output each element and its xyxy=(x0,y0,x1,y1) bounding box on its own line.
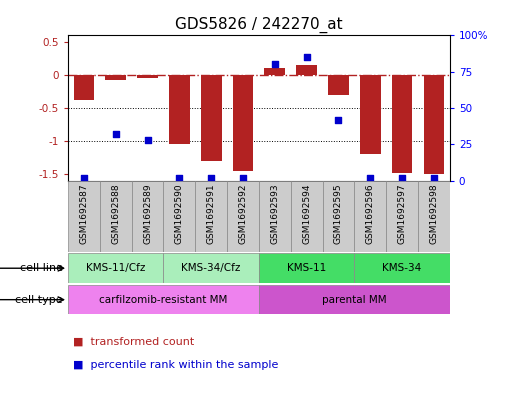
Bar xyxy=(163,181,195,252)
Text: KMS-11: KMS-11 xyxy=(287,263,326,273)
Bar xyxy=(163,253,259,283)
Bar xyxy=(100,181,132,252)
Text: carfilzomib-resistant MM: carfilzomib-resistant MM xyxy=(99,295,228,305)
Bar xyxy=(259,253,355,283)
Text: GSM1692594: GSM1692594 xyxy=(302,184,311,244)
Point xyxy=(239,175,247,181)
Text: GSM1692588: GSM1692588 xyxy=(111,184,120,244)
Bar xyxy=(386,181,418,252)
Bar xyxy=(291,181,323,252)
Point xyxy=(270,61,279,68)
Bar xyxy=(328,75,349,95)
Point xyxy=(79,175,88,181)
Bar xyxy=(259,181,291,252)
Point xyxy=(430,175,438,181)
Text: GSM1692598: GSM1692598 xyxy=(429,184,438,244)
Bar xyxy=(265,68,285,75)
Bar xyxy=(360,75,381,154)
Point xyxy=(111,131,120,138)
Text: parental MM: parental MM xyxy=(322,295,386,305)
Text: KMS-11/Cfz: KMS-11/Cfz xyxy=(86,263,145,273)
Point xyxy=(398,175,406,181)
Text: KMS-34/Cfz: KMS-34/Cfz xyxy=(181,263,241,273)
Text: cell type: cell type xyxy=(15,295,63,305)
Bar xyxy=(68,285,259,314)
Bar xyxy=(355,253,450,283)
Point xyxy=(366,175,374,181)
Text: GSM1692593: GSM1692593 xyxy=(270,184,279,244)
Bar xyxy=(132,181,163,252)
Bar xyxy=(355,181,386,252)
Title: GDS5826 / 242270_at: GDS5826 / 242270_at xyxy=(175,17,343,33)
Text: GSM1692595: GSM1692595 xyxy=(334,184,343,244)
Text: cell line: cell line xyxy=(20,263,63,273)
Bar xyxy=(424,75,444,174)
Bar xyxy=(233,75,253,171)
Bar xyxy=(259,285,450,314)
Point xyxy=(334,117,343,123)
Bar xyxy=(105,75,126,80)
Point xyxy=(143,137,152,143)
Bar xyxy=(201,75,222,161)
Text: GSM1692589: GSM1692589 xyxy=(143,184,152,244)
Text: GSM1692590: GSM1692590 xyxy=(175,184,184,244)
Bar xyxy=(418,181,450,252)
Point xyxy=(207,175,215,181)
Text: GSM1692597: GSM1692597 xyxy=(397,184,406,244)
Bar xyxy=(296,65,317,75)
Text: GSM1692596: GSM1692596 xyxy=(366,184,375,244)
Text: ■  percentile rank within the sample: ■ percentile rank within the sample xyxy=(73,360,279,371)
Bar xyxy=(169,75,190,144)
Bar xyxy=(323,181,355,252)
Bar xyxy=(195,181,227,252)
Text: GSM1692591: GSM1692591 xyxy=(207,184,215,244)
Bar xyxy=(392,75,413,173)
Bar xyxy=(227,181,259,252)
Bar xyxy=(68,181,100,252)
Text: KMS-34: KMS-34 xyxy=(382,263,422,273)
Bar xyxy=(68,253,163,283)
Point xyxy=(175,175,184,181)
Text: GSM1692592: GSM1692592 xyxy=(238,184,247,244)
Text: ■  transformed count: ■ transformed count xyxy=(73,337,195,347)
Text: GSM1692587: GSM1692587 xyxy=(79,184,88,244)
Bar xyxy=(137,75,158,78)
Point xyxy=(302,54,311,60)
Bar xyxy=(74,75,94,100)
